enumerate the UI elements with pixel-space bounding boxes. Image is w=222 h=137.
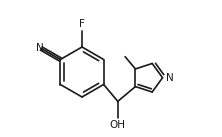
Text: OH: OH [110, 120, 126, 130]
Text: N: N [36, 43, 44, 53]
Text: N: N [166, 73, 173, 83]
Text: F: F [79, 19, 85, 29]
